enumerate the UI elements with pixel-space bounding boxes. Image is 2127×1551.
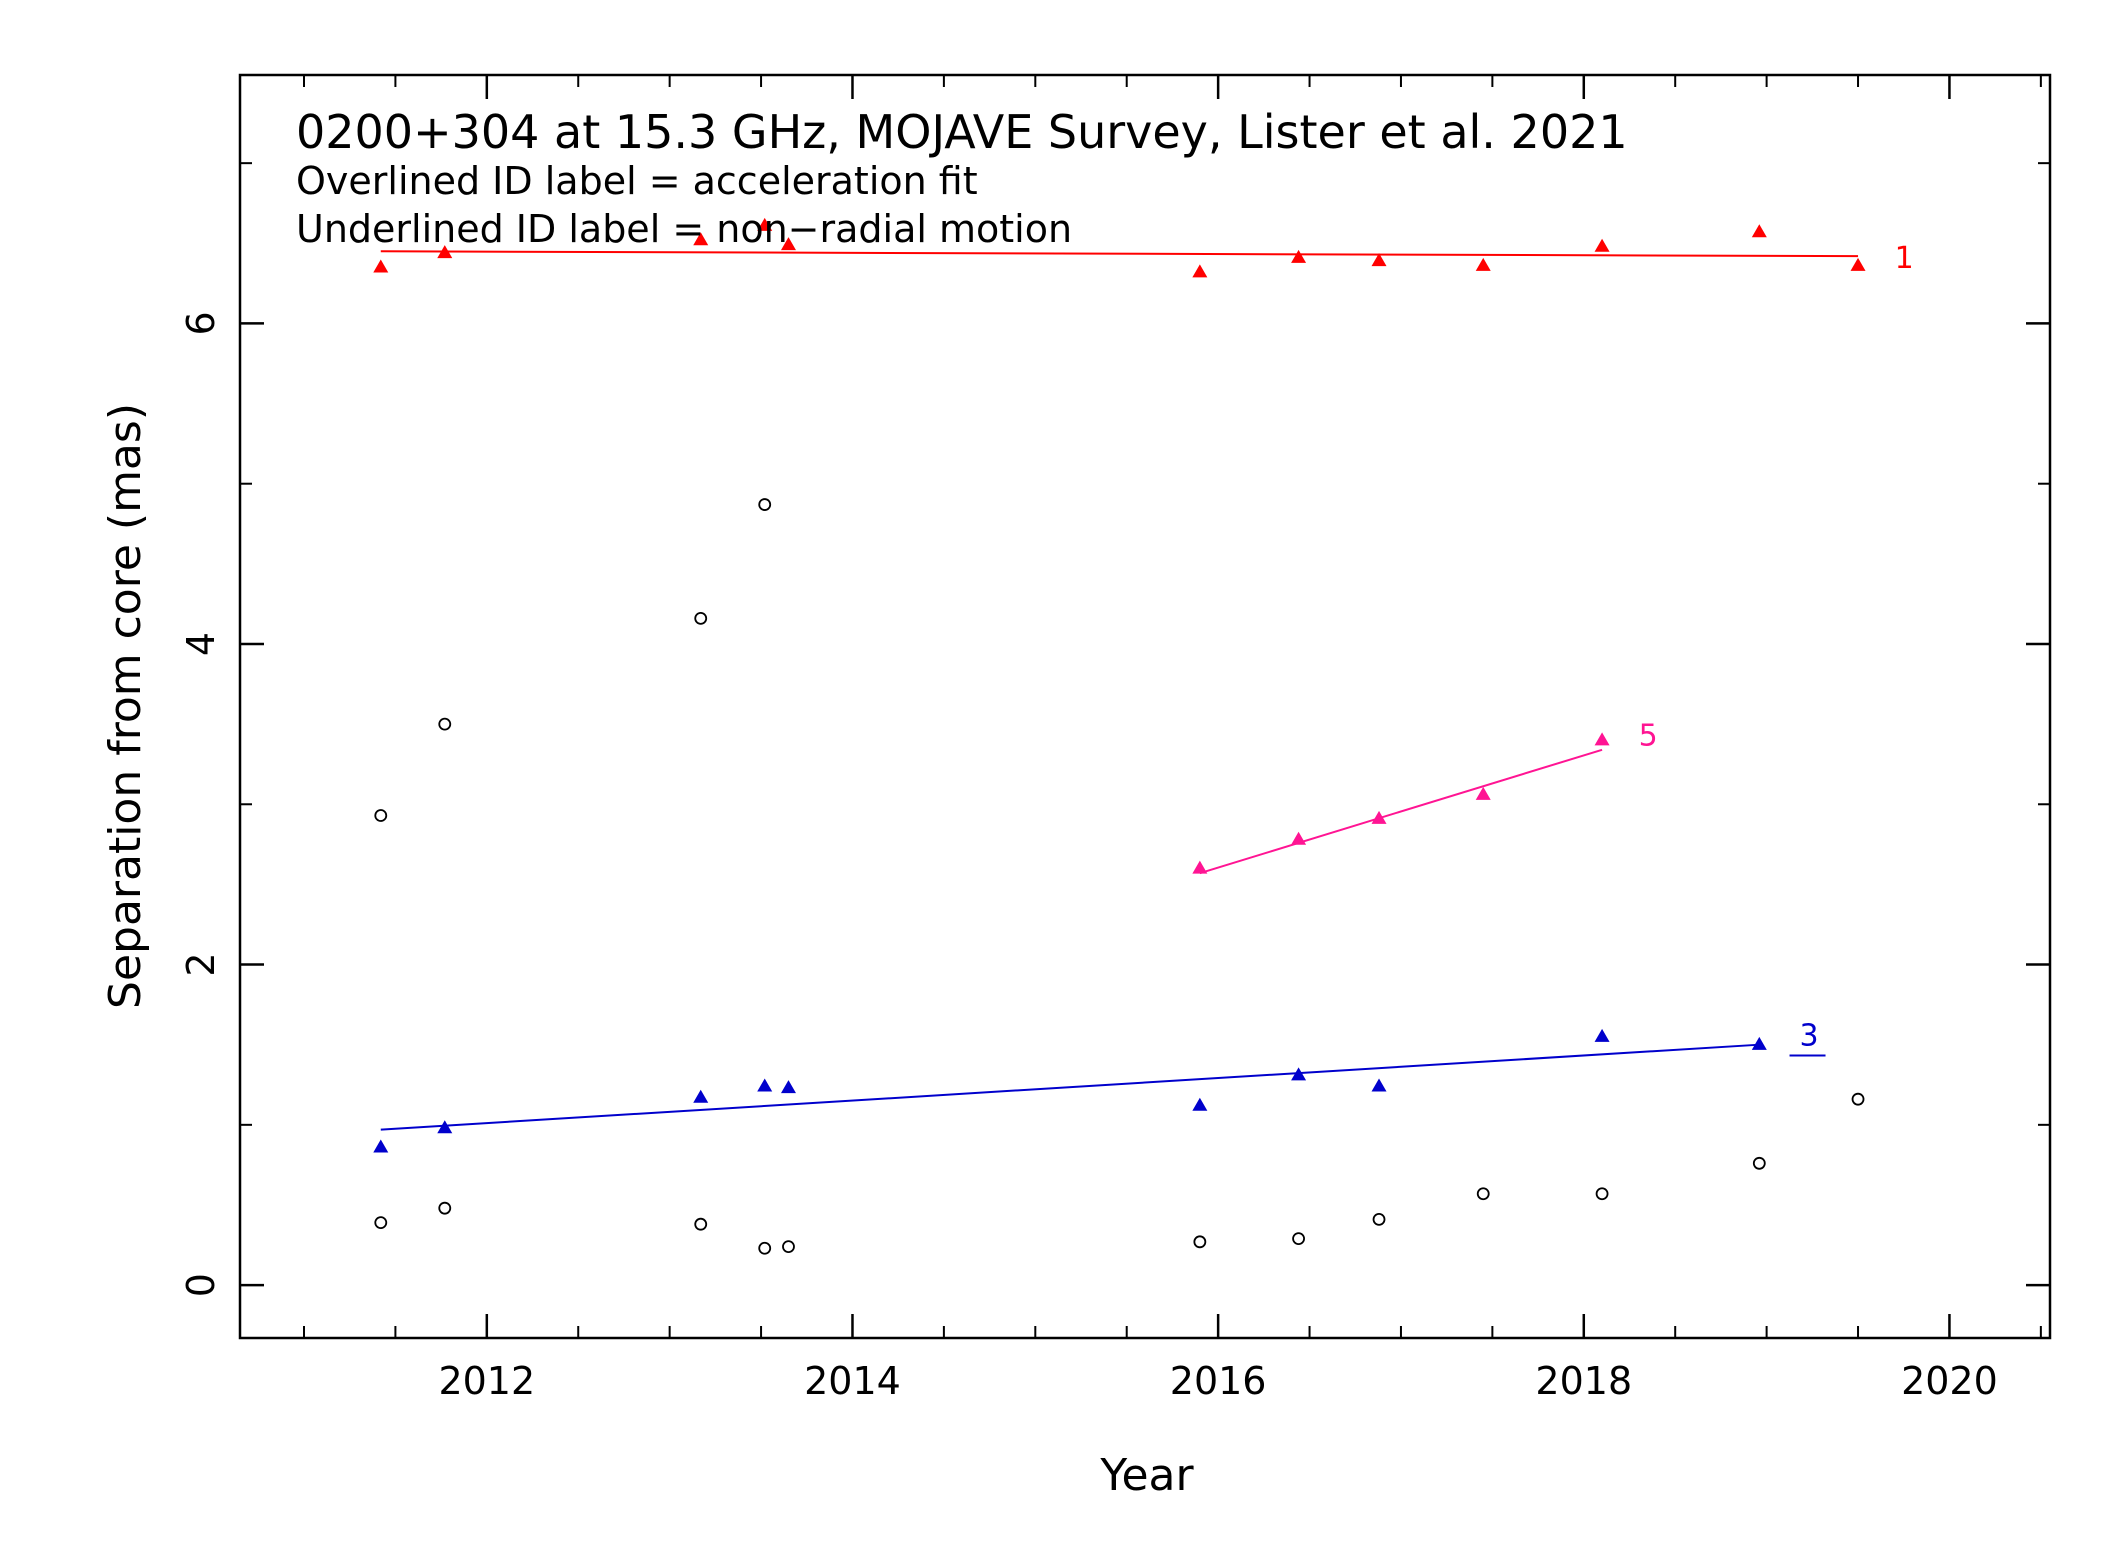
data-point-component-3 (1594, 1028, 1610, 1042)
data-point-component-1 (693, 232, 709, 246)
data-point-component-3 (373, 1139, 389, 1153)
data-point-unassigned (758, 1241, 772, 1255)
data-point-unassigned (1595, 1187, 1609, 1201)
y-tick-label: 0 (179, 1273, 223, 1297)
x-tick-label: 2020 (1901, 1359, 1998, 1403)
data-point-component-1 (437, 245, 453, 259)
data-point-unassigned (374, 1216, 388, 1229)
data-point-unassigned (1193, 1235, 1207, 1249)
data-point-component-1 (1475, 257, 1491, 271)
data-point-unassigned (1292, 1232, 1305, 1246)
y-tick-label: 4 (179, 632, 223, 656)
data-point-component-3 (693, 1089, 709, 1103)
x-tick-label: 2016 (1170, 1359, 1267, 1403)
chart-subtitle-1: Overlined ID label = acceleration fit (296, 159, 978, 203)
data-point-component-1 (1371, 253, 1387, 267)
data-point-unassigned (374, 809, 388, 822)
data-point-component-1 (373, 259, 389, 273)
y-tick-label: 2 (179, 952, 223, 976)
chart-subtitle-2: Underlined ID label = non−radial motion (296, 207, 1072, 251)
data-point-component-1 (1291, 249, 1307, 263)
data-point-unassigned (438, 717, 452, 731)
y-axis-label: Separation from core (mas) (100, 403, 151, 1009)
chart-title: 0200+304 at 15.3 GHz, MOJAVE Survey, Lis… (296, 105, 1628, 159)
x-axis-label: Year (1099, 1450, 1194, 1501)
data-point-component-3 (1751, 1036, 1767, 1050)
data-point-unassigned (694, 611, 708, 625)
x-tick-label: 2014 (804, 1359, 901, 1403)
data-point-component-3 (437, 1120, 453, 1134)
data-point-component-3 (757, 1078, 773, 1092)
data-point-unassigned (438, 1201, 452, 1215)
x-tick-label: 2012 (438, 1359, 535, 1403)
component-label-3: 3 (1800, 1018, 1819, 1053)
component-labels: 1 5 3 (1639, 241, 1914, 1057)
plot-frame (238, 73, 2052, 1340)
data-point-component-1 (1850, 257, 1866, 271)
component-label-1: 1 (1895, 241, 1914, 276)
data-point-unassigned (694, 1217, 708, 1231)
data-point-unassigned (1372, 1212, 1386, 1226)
data-point-component-3 (1371, 1078, 1387, 1092)
fit-line-component-3 (380, 1043, 1760, 1131)
data-point-component-5 (1475, 786, 1491, 800)
data-point-unassigned (1752, 1156, 1766, 1170)
data-point-component-1 (1192, 264, 1208, 278)
data-point-component-5 (1291, 831, 1307, 845)
data-point-component-1 (780, 237, 796, 251)
data-point-component-3 (1192, 1097, 1208, 1111)
data-point-component-5 (1192, 860, 1208, 874)
data-point-unassigned (758, 498, 772, 511)
data-point-component-1 (1594, 238, 1610, 252)
component-label-5: 5 (1639, 719, 1658, 754)
data-point-component-5 (1371, 810, 1387, 824)
fit-line-component-5 (1199, 748, 1603, 875)
data-point-unassigned (1851, 1092, 1865, 1106)
x-tick-label: 2018 (1535, 1359, 1632, 1403)
data-point-component-1 (757, 217, 773, 231)
axis-ticks: 2012 2014 2016 2018 2020 0 2 4 6 (179, 75, 2050, 1403)
data-point-component-1 (1751, 224, 1767, 238)
fit-lines (380, 250, 1859, 1131)
y-tick-label: 6 (179, 311, 223, 335)
data-point-component-5 (1594, 732, 1610, 746)
data-point-component-3 (1291, 1067, 1307, 1081)
data-point-unassigned (782, 1240, 795, 1254)
fit-line-component-1 (380, 250, 1859, 258)
data-point-component-3 (780, 1080, 796, 1094)
data-point-unassigned (1476, 1187, 1490, 1201)
data-points (373, 217, 1866, 1255)
